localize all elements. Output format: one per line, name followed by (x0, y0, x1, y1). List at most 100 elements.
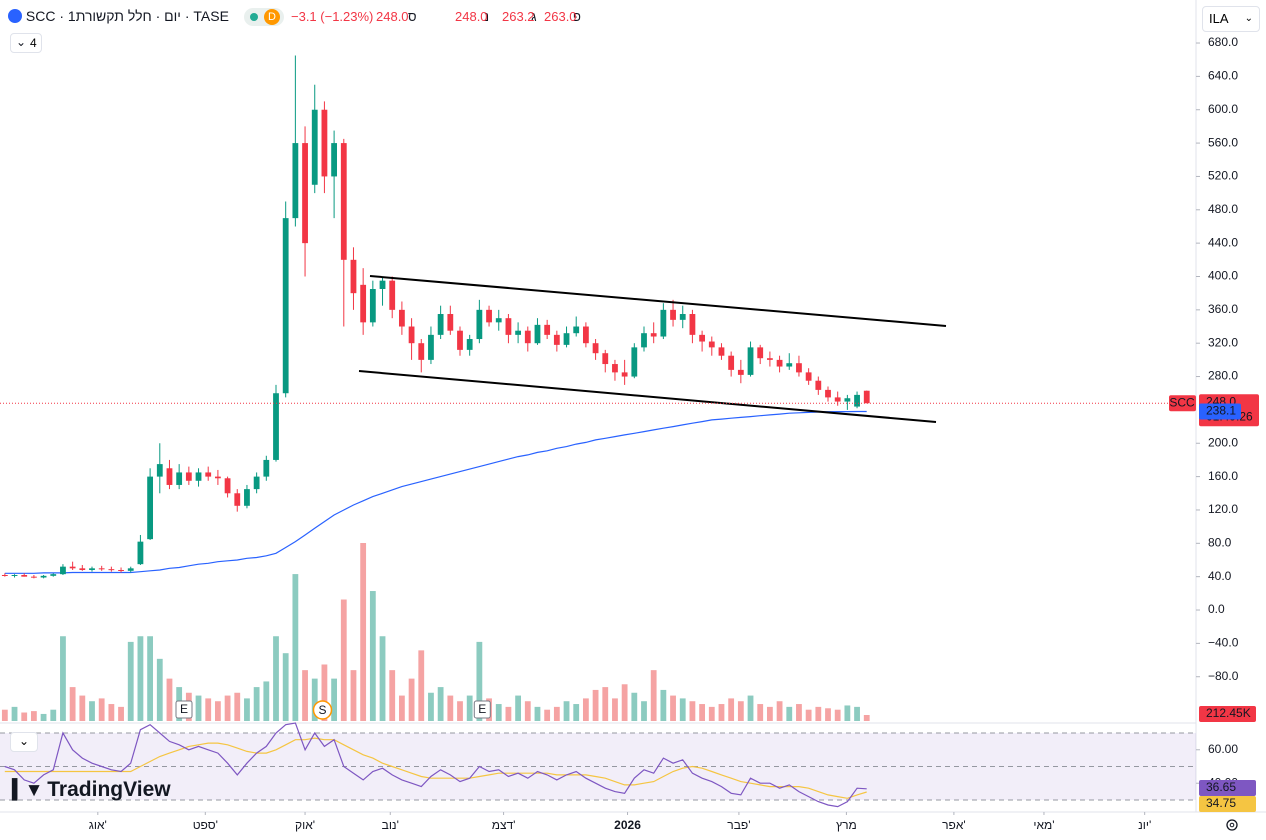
rsi-ma-label: 34.75 (1206, 796, 1236, 810)
candle-body (612, 364, 618, 373)
candle-body (592, 343, 599, 354)
volume-bar (447, 695, 454, 721)
volume-bar (408, 678, 415, 721)
candle-body (292, 143, 299, 219)
volume-bar (437, 687, 444, 721)
candle-body (156, 464, 163, 477)
ma-label: 238.1 (1206, 404, 1236, 418)
candle-body (466, 339, 473, 350)
candle-body (776, 359, 783, 367)
logo-mark: ▍▼ (12, 780, 43, 801)
volume-bar (263, 681, 270, 721)
candle-body (863, 390, 870, 404)
y-tick-label: 360.0 (1208, 302, 1238, 316)
volume-bar (195, 695, 202, 721)
candle-body (147, 476, 154, 540)
candle-body (79, 568, 86, 570)
x-tick-label: 2026 (614, 818, 641, 832)
volume-bar (563, 701, 570, 721)
price-change: −3.1 (−1.23%) (291, 9, 374, 24)
volume-bar (302, 670, 308, 721)
candle-body (815, 380, 822, 390)
volume-bar (834, 709, 841, 721)
x-tick-label: אפר' (942, 818, 966, 832)
currency: ILA (1209, 11, 1229, 26)
symbol-header: SCC · 1יום · חלל תקשורת · TASE (8, 8, 229, 24)
candle-body (486, 309, 492, 323)
volume-bar (40, 713, 47, 721)
settings-gear[interactable] (1226, 819, 1238, 831)
volume-bar (311, 678, 318, 721)
y-tick-label: 160.0 (1208, 469, 1238, 483)
volume-bar (815, 706, 822, 721)
candle-body (495, 318, 502, 323)
axis-layer: 680.0 640.0 600.0 560.0 520.0 480.0 440.0 400.0… (89, 35, 1239, 832)
volume-bar (369, 591, 376, 721)
candle-body (805, 372, 812, 381)
currency-selector[interactable]: ILA ⌄ (1202, 6, 1260, 32)
volume-bar (553, 706, 560, 721)
event-marker[interactable]: E (473, 700, 491, 719)
candle-body (505, 318, 512, 335)
volume-bar (282, 653, 289, 721)
candle-body (224, 478, 231, 494)
candle-body (825, 389, 831, 398)
ohlc-letter: פ (573, 9, 581, 24)
branding: ▍▼ TradingView (12, 778, 171, 802)
event-marker[interactable]: S (312, 700, 333, 720)
candle-body (728, 355, 735, 370)
event-badge (312, 700, 333, 720)
volume-bar (214, 701, 221, 721)
volume-bar (30, 711, 37, 721)
candle-body (40, 575, 47, 578)
candle-body (641, 333, 647, 348)
candle-body (582, 326, 589, 344)
settings-center[interactable] (1229, 822, 1235, 828)
status-pill[interactable]: D (244, 8, 284, 26)
event-marker[interactable]: E (175, 700, 193, 719)
settings-icon[interactable] (1226, 819, 1238, 831)
volume-bar (863, 714, 870, 721)
candle-body (650, 333, 657, 337)
trend-line-upper[interactable] (369, 275, 947, 327)
x-tick-label: אוג' (89, 818, 107, 832)
indicators-toggle[interactable]: ⌄ 4 (10, 33, 42, 53)
volume-bar (621, 684, 628, 721)
ohlc-value: 248.0 (455, 9, 488, 24)
volume-bar (650, 670, 657, 721)
y-tick-label: 520.0 (1208, 169, 1238, 183)
symbol-title[interactable]: SCC · 1יום · חלל תקשורת · TASE (25, 8, 229, 24)
candle-body (302, 143, 308, 244)
rsi-layer (4, 722, 867, 808)
candle-body (234, 493, 241, 506)
volume-bar (418, 650, 425, 721)
volume-bar (660, 689, 667, 721)
volume-bar (592, 689, 599, 721)
volume-bar (631, 692, 638, 721)
volume-bar (825, 708, 831, 721)
candle-body (689, 314, 696, 335)
symbol-label: SCC (1169, 395, 1195, 409)
chevron: ⌄ (16, 35, 27, 49)
candle-body (718, 347, 725, 356)
y-tick-label: 680.0 (1208, 35, 1238, 49)
volume-bar (50, 709, 57, 721)
trend-line-lower[interactable] (358, 370, 937, 423)
y-tick-label: −80.0 (1208, 669, 1239, 683)
candle-body (708, 341, 715, 348)
volume-bar (340, 599, 347, 721)
candle-body (166, 468, 173, 485)
candle-body (796, 363, 802, 373)
chevron: ⌄ (1244, 13, 1253, 24)
candle-body (69, 566, 76, 569)
volume-bar (728, 698, 735, 721)
candle-body (660, 309, 667, 337)
rsi-toggle[interactable]: ⌄ (10, 732, 38, 752)
candle-body (89, 568, 95, 570)
candle-body (670, 309, 676, 320)
x-tick-label: ספט' (193, 818, 218, 832)
y-tick-label: 320.0 (1208, 335, 1238, 349)
volume-bar (602, 687, 609, 721)
event-badge (175, 700, 193, 719)
candle-body (205, 472, 212, 477)
